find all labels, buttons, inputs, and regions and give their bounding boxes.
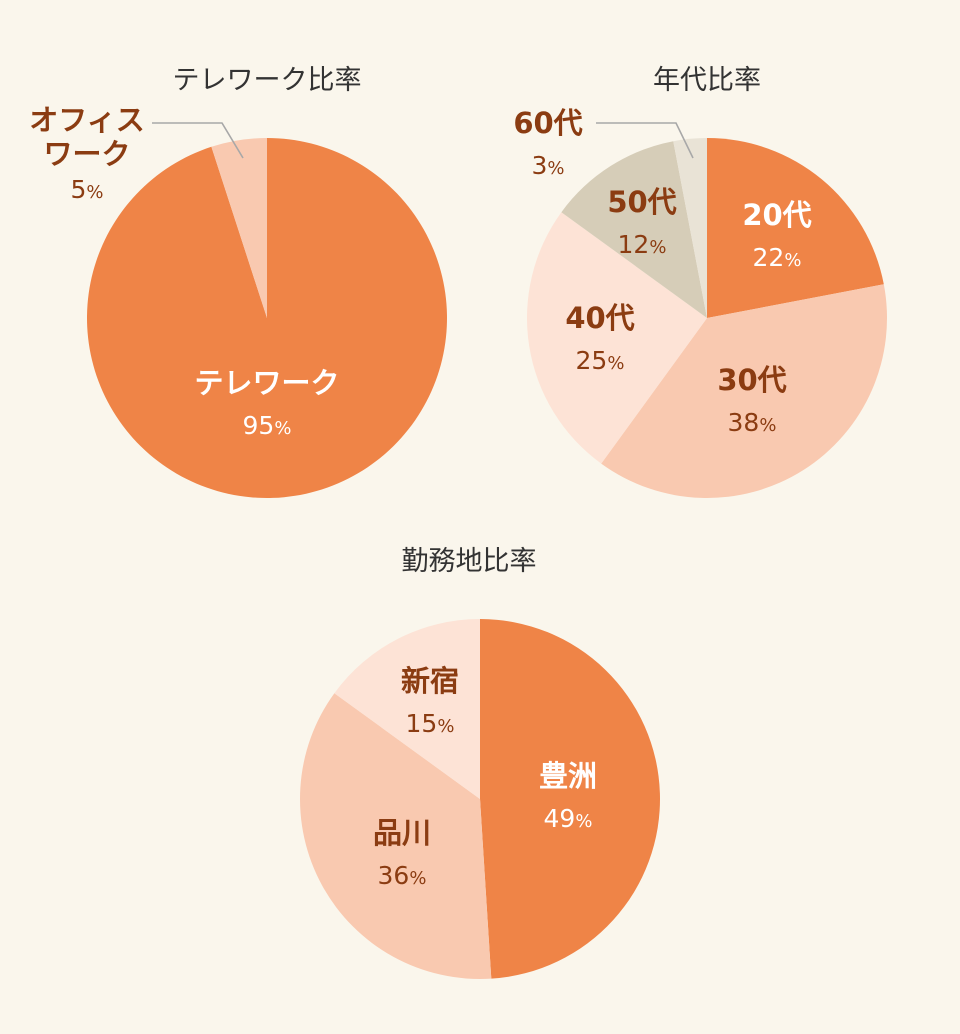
- slice-label-1-1: 30代: [717, 363, 786, 397]
- sixties-leader-line: [596, 122, 694, 159]
- slice-value-1-0: 22%: [753, 243, 802, 272]
- slice-label-0-0: テレワーク: [194, 366, 339, 400]
- slice-label-0-1-line-1: ワーク: [43, 137, 130, 171]
- slice-label-1-4: 60代: [513, 106, 582, 140]
- slice-value-1-2: 25%: [576, 346, 625, 375]
- pie-slice-1-3: [561, 141, 707, 318]
- slice-value-0-1: 5%: [70, 175, 103, 204]
- slice-value-2-1: 36%: [378, 861, 427, 890]
- slice-value-2-2: 15%: [406, 709, 455, 738]
- pie-slice-2-1: [300, 693, 492, 979]
- slice-label-2-1: 品川: [373, 816, 431, 850]
- slice-value-1-4: 3%: [531, 151, 564, 180]
- pie-slice-1-2: [527, 212, 707, 464]
- slice-label-2-0: 豊洲: [539, 759, 597, 793]
- age-labels: 20代 22% 30代 38% 40代 25% 50代 12% 60代 3%: [513, 106, 811, 437]
- slice-label-2-2: 新宿: [401, 664, 459, 698]
- pie-slice-1-1: [601, 284, 888, 498]
- slice-label-1-3: 50代: [607, 185, 676, 219]
- telework-chart-title: テレワーク比率: [173, 65, 362, 96]
- slice-value-2-0: 49%: [544, 804, 593, 833]
- slice-label-1-0: 20代: [742, 198, 811, 232]
- pie-slice-1-4: [673, 138, 707, 318]
- location-chart-title: 勤務地比率: [402, 546, 537, 577]
- slice-value-0-0: 95%: [243, 411, 292, 440]
- location-ratio-chart: 勤務地比率 豊洲 49% 品川 36% 新宿 15%: [300, 546, 661, 979]
- pie-slice-1-0: [707, 138, 884, 318]
- pie-slice-2-0: [480, 619, 661, 979]
- telework-slices: [87, 138, 447, 499]
- age-ratio-chart: 年代比率 20代 22% 30代 38% 40代 25% 50代 12% 60代 3%: [513, 65, 888, 498]
- slice-value-1-1: 38%: [728, 408, 777, 437]
- location-slices: [300, 619, 661, 979]
- location-labels: 豊洲 49% 品川 36% 新宿 15%: [373, 664, 597, 890]
- pie-slice-0-1: [211, 138, 267, 318]
- pie-slice-2-2: [334, 619, 480, 799]
- slice-value-1-3: 12%: [618, 230, 667, 259]
- slice-label-0-1-line-0: オフィス: [29, 103, 144, 137]
- age-chart-title: 年代比率: [653, 65, 761, 96]
- slice-label-1-2: 40代: [565, 301, 634, 335]
- age-slices: [527, 138, 888, 498]
- office-work-leader-line: [152, 122, 244, 159]
